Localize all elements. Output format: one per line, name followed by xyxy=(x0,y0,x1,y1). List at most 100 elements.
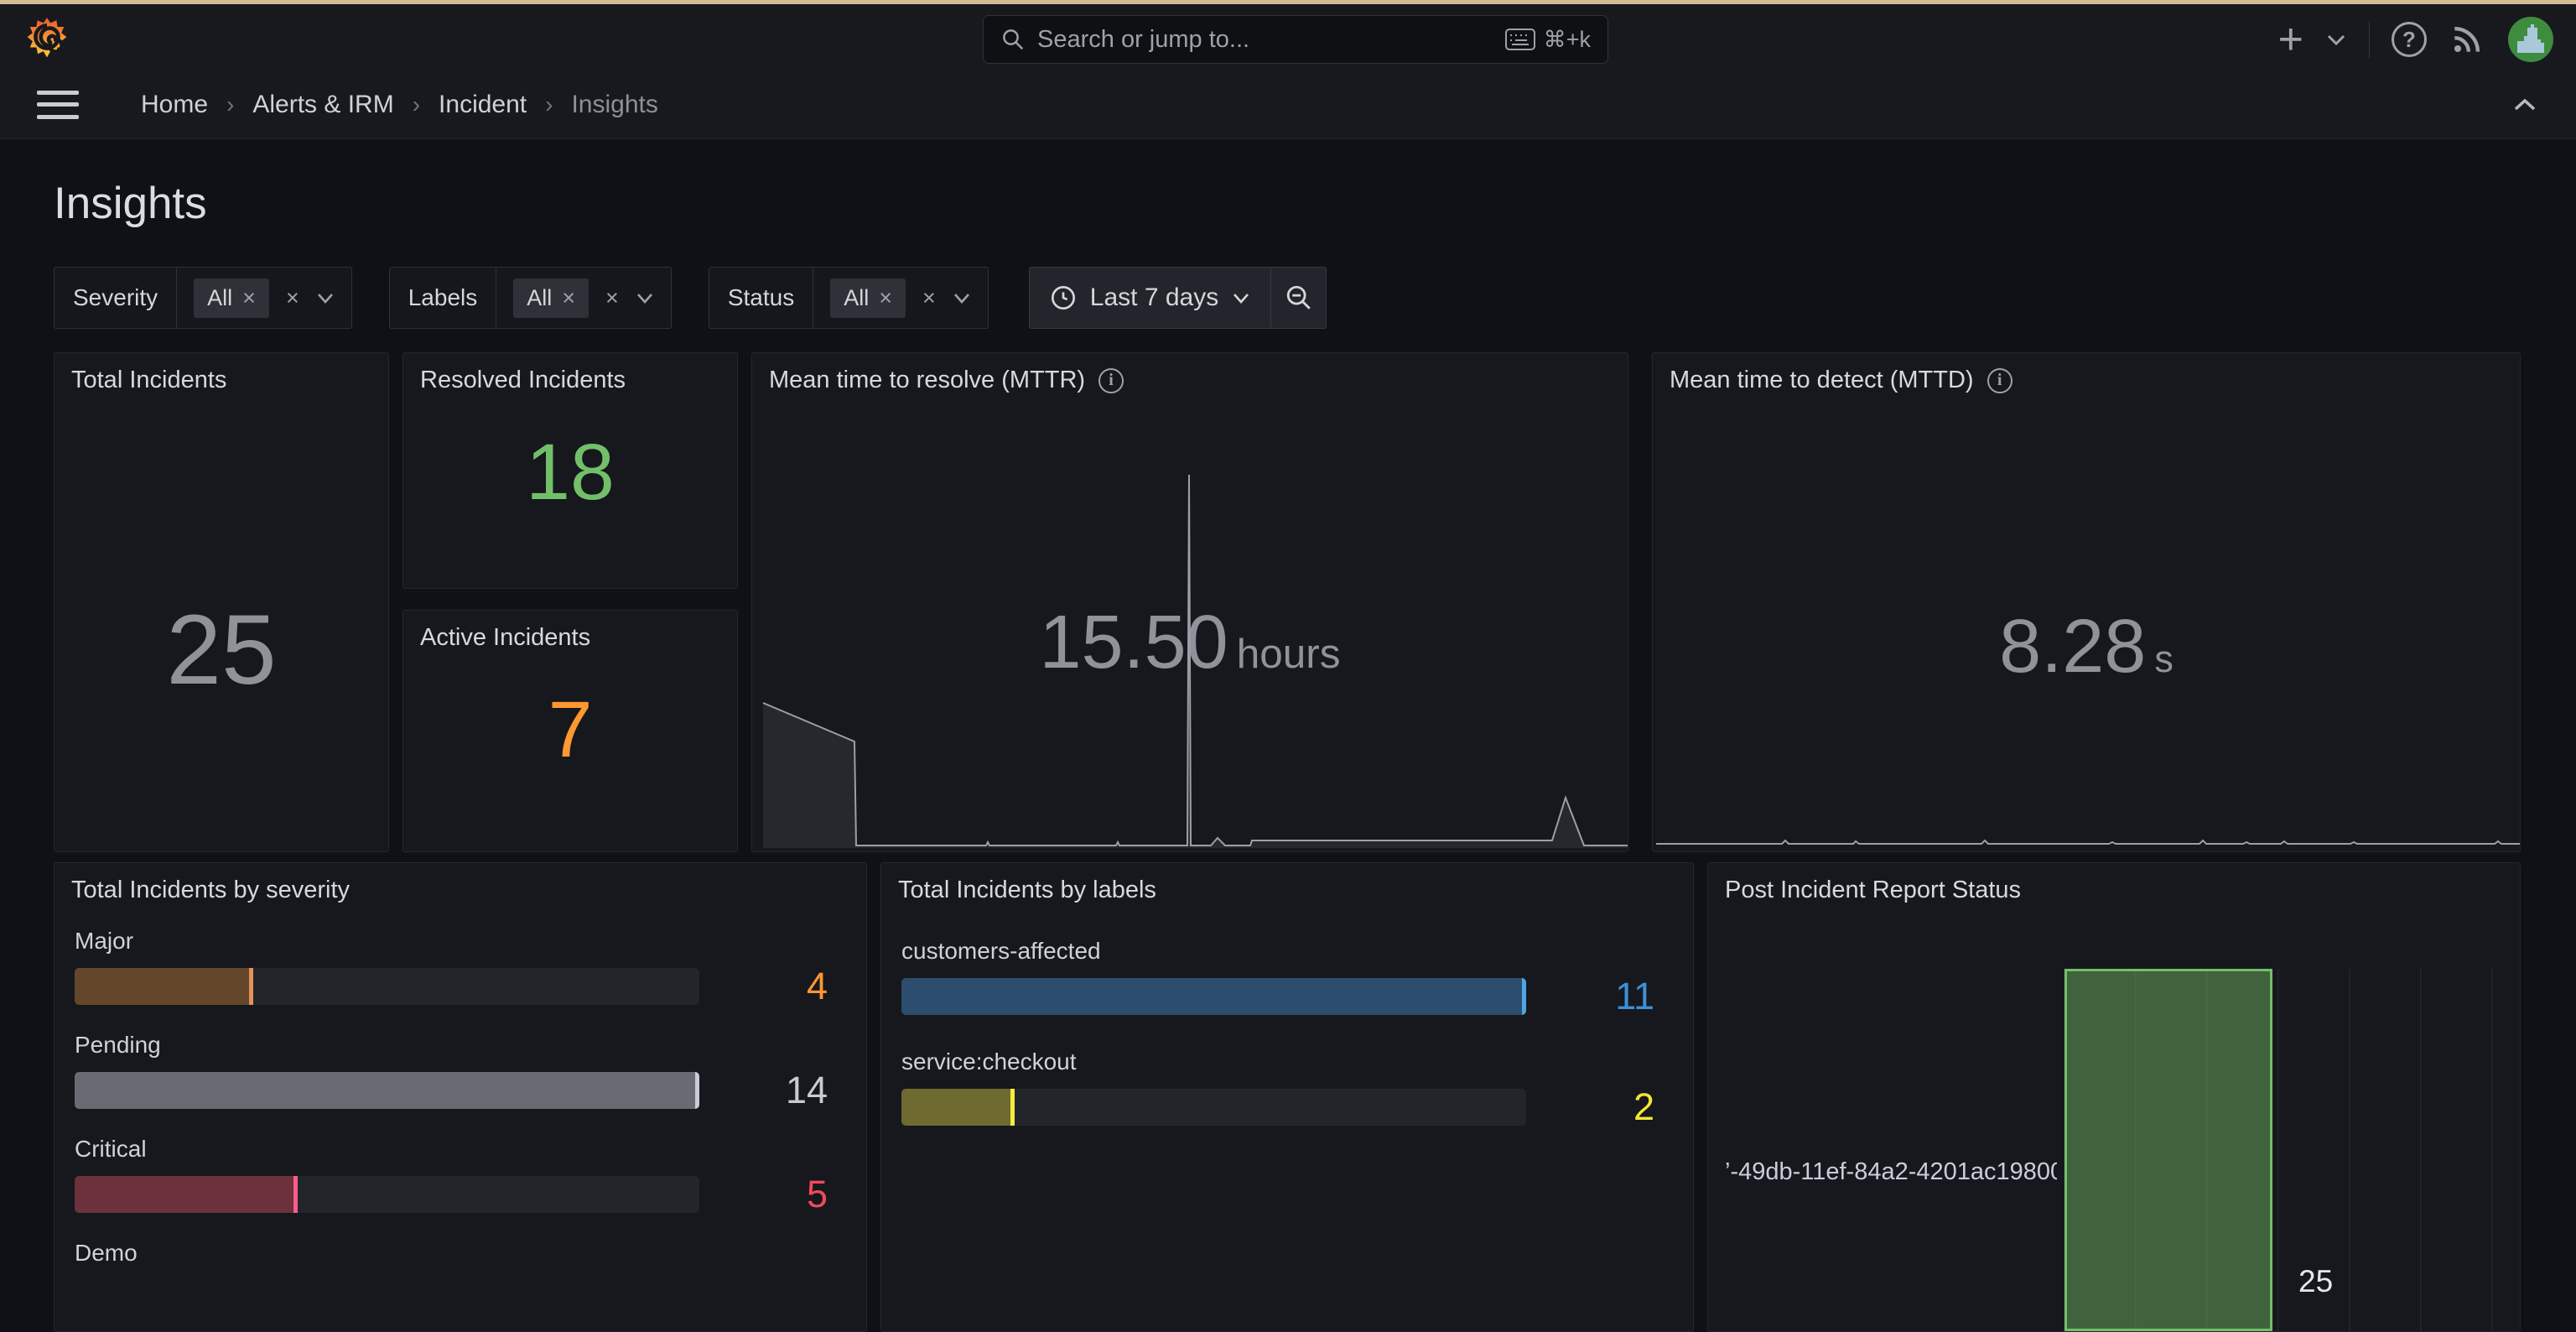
panel-header[interactable]: Total Incidents by labels xyxy=(881,863,1693,904)
panel-total-incidents: Total Incidents 25 xyxy=(54,352,389,852)
panel-title: Resolved Incidents xyxy=(420,367,626,393)
stat-value: 8.28 s xyxy=(1999,605,2174,689)
panel-title: Mean time to detect (MTTD) xyxy=(1670,367,1974,393)
gauge-track xyxy=(901,1089,1526,1126)
filter-severity[interactable]: Severity All × × xyxy=(54,267,352,329)
panel-incidents-by-severity: Total Incidents by severity Major 4 Pend… xyxy=(54,862,867,1332)
breadcrumb-current: Insights xyxy=(571,90,658,118)
gauge-track xyxy=(75,1176,699,1213)
mttr-sparkline xyxy=(762,474,1628,848)
panel-header[interactable]: Mean time to resolve (MTTR) i xyxy=(752,353,1628,394)
menu-toggle-icon[interactable] xyxy=(37,90,79,119)
gauge-value: 14 xyxy=(785,1069,828,1111)
panel-header[interactable]: Resolved Incidents xyxy=(403,353,737,394)
pir-bar xyxy=(2064,969,2273,1331)
time-range-button[interactable]: Last 7 days xyxy=(1028,267,1272,329)
gauge-label: Pending xyxy=(75,1032,161,1058)
chevron-down-icon[interactable] xyxy=(953,292,971,304)
filter-clear-icon[interactable]: × xyxy=(922,284,936,310)
gauge-row: Critical 5 xyxy=(75,1136,846,1216)
chip-remove-icon[interactable]: × xyxy=(879,284,893,310)
pir-plot-area: 25 xyxy=(2064,969,2505,1331)
gauge-row-truncated: Demo xyxy=(75,1240,846,1267)
gauge-track xyxy=(75,1072,699,1109)
mttd-sparkline xyxy=(1656,839,2520,845)
filter-label: Labels xyxy=(390,268,497,328)
stat-value: 25 xyxy=(166,595,277,705)
panel-title: Post Incident Report Status xyxy=(1725,877,2022,903)
filter-status[interactable]: Status All × × xyxy=(708,267,989,329)
panel-header[interactable]: Total Incidents xyxy=(55,353,388,394)
add-chevron-down-icon[interactable] xyxy=(2325,32,2347,47)
chevron-down-icon[interactable] xyxy=(316,292,335,304)
filter-chip[interactable]: All × xyxy=(513,278,589,318)
panel-mttd: Mean time to detect (MTTD) i 8.28 s xyxy=(1652,352,2521,852)
gauge-value: 11 xyxy=(1615,975,1654,1017)
gauge-fill xyxy=(75,1072,699,1109)
gauge-label: service:checkout xyxy=(901,1048,1077,1074)
chip-remove-icon[interactable]: × xyxy=(562,284,576,310)
breadcrumb-home[interactable]: Home xyxy=(141,90,209,118)
panel-mttr: Mean time to resolve (MTTR) i 15.50 hours xyxy=(751,352,1628,852)
filter-labels[interactable]: Labels All × × xyxy=(388,267,672,329)
panel-header[interactable]: Post Incident Report Status xyxy=(1708,863,2520,904)
gauge-value: 4 xyxy=(806,965,828,1007)
help-icon[interactable]: ? xyxy=(2392,22,2427,57)
gauge-row: Major 4 xyxy=(75,928,846,1008)
filter-clear-icon[interactable]: × xyxy=(605,284,619,310)
panel-header[interactable]: Total Incidents by severity xyxy=(55,863,866,904)
topbar-divider xyxy=(2369,21,2370,58)
gauge-label: Demo xyxy=(75,1240,138,1266)
add-button[interactable]: + xyxy=(2277,15,2303,64)
search-input[interactable] xyxy=(1037,25,1493,54)
filter-chip[interactable]: All × xyxy=(194,278,269,318)
filter-clear-icon[interactable]: × xyxy=(285,284,299,310)
zoom-out-icon xyxy=(1286,285,1311,310)
chevron-down-icon[interactable] xyxy=(636,292,654,304)
breadcrumb: Home › Alerts & IRM › Incident › Insight… xyxy=(141,90,658,118)
panel-header[interactable]: Mean time to detect (MTTD) i xyxy=(1653,353,2520,394)
panel-title: Total Incidents by severity xyxy=(71,877,351,903)
gauge-track xyxy=(901,978,1526,1015)
panel-title: Total Incidents xyxy=(71,367,227,393)
filter-chip[interactable]: All × xyxy=(830,278,906,318)
user-avatar[interactable] xyxy=(2507,16,2554,63)
gauge-track xyxy=(75,968,699,1005)
time-range-label: Last 7 days xyxy=(1089,284,1219,311)
info-icon[interactable]: i xyxy=(1987,367,2012,393)
gauge-fill xyxy=(901,1089,1015,1126)
panel-title: Total Incidents by labels xyxy=(898,877,1156,903)
breadcrumb-bar: Home › Alerts & IRM › Incident › Insight… xyxy=(0,70,2576,139)
search-shortcut-label: ⌘+k xyxy=(1543,26,1591,52)
topbar: ⌘+k + ? xyxy=(0,4,2576,70)
pir-category-label: ’-49db-11ef-84a2-4201ac19800c xyxy=(1725,1158,2057,1185)
time-range-picker: Last 7 days xyxy=(1028,267,1327,329)
clock-icon xyxy=(1051,286,1075,310)
keyboard-icon xyxy=(1504,29,1535,50)
panel-resolved-incidents: Resolved Incidents 18 xyxy=(402,352,738,589)
notification-strip xyxy=(0,0,2576,4)
breadcrumb-alerts-irm[interactable]: Alerts & IRM xyxy=(252,90,394,118)
panel-header[interactable]: Active Incidents xyxy=(403,611,737,652)
panel-active-incidents: Active Incidents 7 xyxy=(402,610,738,852)
panel-title: Mean time to resolve (MTTR) xyxy=(769,367,1086,393)
gauge-fill xyxy=(75,968,253,1005)
gauge-value: 5 xyxy=(806,1173,828,1215)
page-title: Insights xyxy=(54,179,207,228)
stat-unit: s xyxy=(2154,637,2174,680)
filter-label: Severity xyxy=(55,268,178,328)
chevron-up-icon[interactable] xyxy=(2511,96,2539,114)
gauge-label: Critical xyxy=(75,1136,147,1162)
stat-unit: hours xyxy=(1236,631,1341,677)
info-icon[interactable]: i xyxy=(1098,367,1124,393)
news-rss-icon[interactable] xyxy=(2449,21,2485,58)
global-search[interactable]: ⌘+k xyxy=(983,15,1608,64)
zoom-out-button[interactable] xyxy=(1271,267,1327,329)
grafana-logo[interactable] xyxy=(25,16,69,60)
stat-value: 7 xyxy=(548,685,593,774)
breadcrumb-incident[interactable]: Incident xyxy=(439,90,527,118)
chip-remove-icon[interactable]: × xyxy=(242,284,256,310)
gauge-row: customers-affected 11 xyxy=(901,938,1673,1018)
gauge-fill xyxy=(901,978,1526,1015)
chevron-down-icon xyxy=(1233,293,1249,304)
